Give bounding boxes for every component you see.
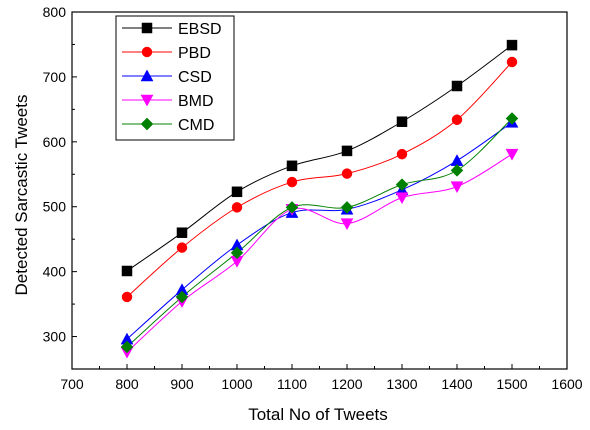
data-point-cmd <box>340 201 354 214</box>
x-tick-label: 1500 <box>496 376 527 392</box>
data-point-ebsd <box>506 39 518 51</box>
data-point-cmd <box>285 201 299 214</box>
y-tick-label: 400 <box>43 264 67 280</box>
x-tick-label: 1600 <box>551 376 582 392</box>
legend-label-bmd: BMD <box>178 93 214 110</box>
y-tick-label: 300 <box>43 329 67 345</box>
legend-label-ebsd: EBSD <box>178 21 222 38</box>
data-point-cmd <box>120 340 134 354</box>
legend-marker-pbd <box>141 46 153 58</box>
y-tick-label: 500 <box>43 199 67 215</box>
data-point-cmd <box>505 112 519 125</box>
data-point-pbd <box>506 56 518 68</box>
legend-marker-ebsd <box>141 22 153 34</box>
data-point-csd <box>450 154 464 166</box>
y-tick-label: 800 <box>43 4 67 20</box>
y-axis-title: Detected Sarcastic Tweets <box>12 95 31 296</box>
data-point-cmd <box>450 164 464 177</box>
data-point-cmd <box>395 178 409 192</box>
x-tick-label: 1000 <box>221 376 252 392</box>
x-tick-label: 800 <box>115 376 139 392</box>
legend-marker-csd <box>140 69 154 82</box>
x-tick-label: 1100 <box>277 376 307 392</box>
x-axis-title: Total No of Tweets <box>248 405 388 424</box>
legend-marker-cmd <box>140 117 154 131</box>
data-point-pbd <box>396 148 408 160</box>
legend-label-cmd: CMD <box>178 117 214 134</box>
legend-label-csd: CSD <box>178 69 212 86</box>
data-point-ebsd <box>176 227 188 238</box>
data-point-cmd <box>175 290 189 304</box>
x-tick-label: 1300 <box>386 376 417 392</box>
data-point-bmd <box>340 218 354 231</box>
data-point-ebsd <box>121 265 133 277</box>
data-point-pbd <box>231 202 243 213</box>
y-tick-label: 700 <box>43 69 67 85</box>
x-tick-label: 1200 <box>331 376 362 392</box>
data-point-ebsd <box>231 186 243 198</box>
data-point-ebsd <box>451 80 463 92</box>
legend-box <box>115 15 235 141</box>
data-point-pbd <box>451 114 463 125</box>
y-tick-label: 600 <box>43 134 67 150</box>
data-point-pbd <box>121 291 133 303</box>
data-point-bmd <box>395 192 409 205</box>
data-point-ebsd <box>396 116 408 127</box>
data-point-cmd <box>230 246 244 260</box>
data-point-bmd <box>505 148 519 161</box>
data-point-pbd <box>286 176 298 188</box>
x-tick-label: 1400 <box>441 376 472 392</box>
data-point-pbd <box>176 242 188 253</box>
legend-marker-bmd <box>140 94 154 107</box>
data-point-pbd <box>341 168 353 179</box>
x-tick-label: 900 <box>170 376 194 392</box>
data-point-ebsd <box>286 160 298 172</box>
data-point-bmd <box>450 181 464 194</box>
legend-label-pbd: PBD <box>178 45 211 62</box>
x-tick-label: 700 <box>60 376 84 392</box>
data-point-ebsd <box>341 145 353 157</box>
